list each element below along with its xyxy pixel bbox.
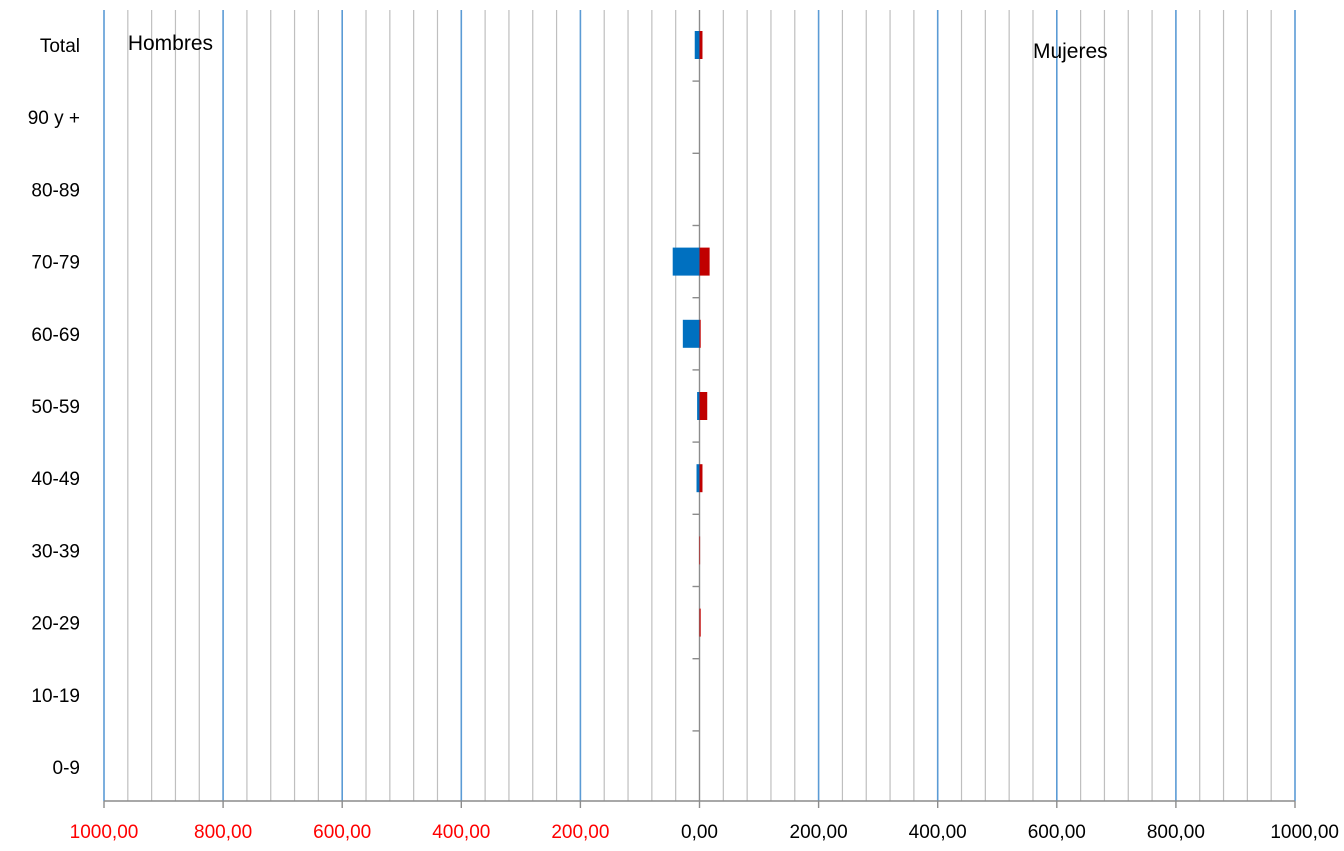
x-tick-label: 1000,00 [70,822,139,843]
bar-mujeres-Total [699,31,703,59]
x-tick-label: 600,00 [313,822,371,843]
category-label: 70-79 [31,253,80,274]
bar-mujeres-20-29 [699,608,701,637]
bar-mujeres-60-69 [699,319,701,348]
major-gridlines [103,10,1296,801]
category-labels: 0-9 10-19 20-29 30-39 40-49 50-59 60-69 70-79 80… [28,36,80,779]
bar-hombres-60-69 [682,319,700,348]
x-tick-label: 400,00 [909,822,967,843]
bar-mujeres-70-79 [699,247,710,276]
x-tick-label: 600,00 [1028,822,1086,843]
minor-gridlines [127,10,1272,801]
x-tick-labels: 1000,00 800,00 600,00 400,00 200,00 0,00 200,0… [70,822,1339,843]
bar-mujeres-50-59 [699,392,708,420]
x-tick-label: 200,00 [790,822,848,843]
x-tick-label: 1000,00 [1270,822,1339,843]
annotation-mujeres: Mujeres [1033,40,1108,63]
category-label: 30-39 [31,541,80,562]
category-label: 60-69 [31,325,80,346]
category-label: 90 y + [28,108,80,129]
bar-hombres-50-59 [697,392,700,420]
bar-hombres-70-79 [672,247,700,276]
bar-mujeres-40-49 [699,464,703,493]
annotation-hombres: Hombres [128,32,213,55]
x-tick-label: 800,00 [194,822,252,843]
bars [672,31,710,637]
category-label: 50-59 [31,397,80,418]
category-label: 10-19 [31,686,80,707]
bar-hombres-Total [694,31,700,59]
bar-hombres-40-49 [696,464,700,493]
bar-mujeres-30-39 [699,536,701,565]
category-label: 80-89 [31,180,80,201]
x-tick-label: 400,00 [432,822,490,843]
category-label: 0-9 [53,758,80,779]
x-tick-label: 800,00 [1147,822,1205,843]
x-tick-label: 0,00 [681,822,718,843]
category-label: 20-29 [31,614,80,635]
annotations: Hombres Mujeres [128,32,1108,63]
x-tick-label: 200,00 [551,822,609,843]
category-label: Total [40,36,80,57]
category-label: 40-49 [31,469,80,490]
